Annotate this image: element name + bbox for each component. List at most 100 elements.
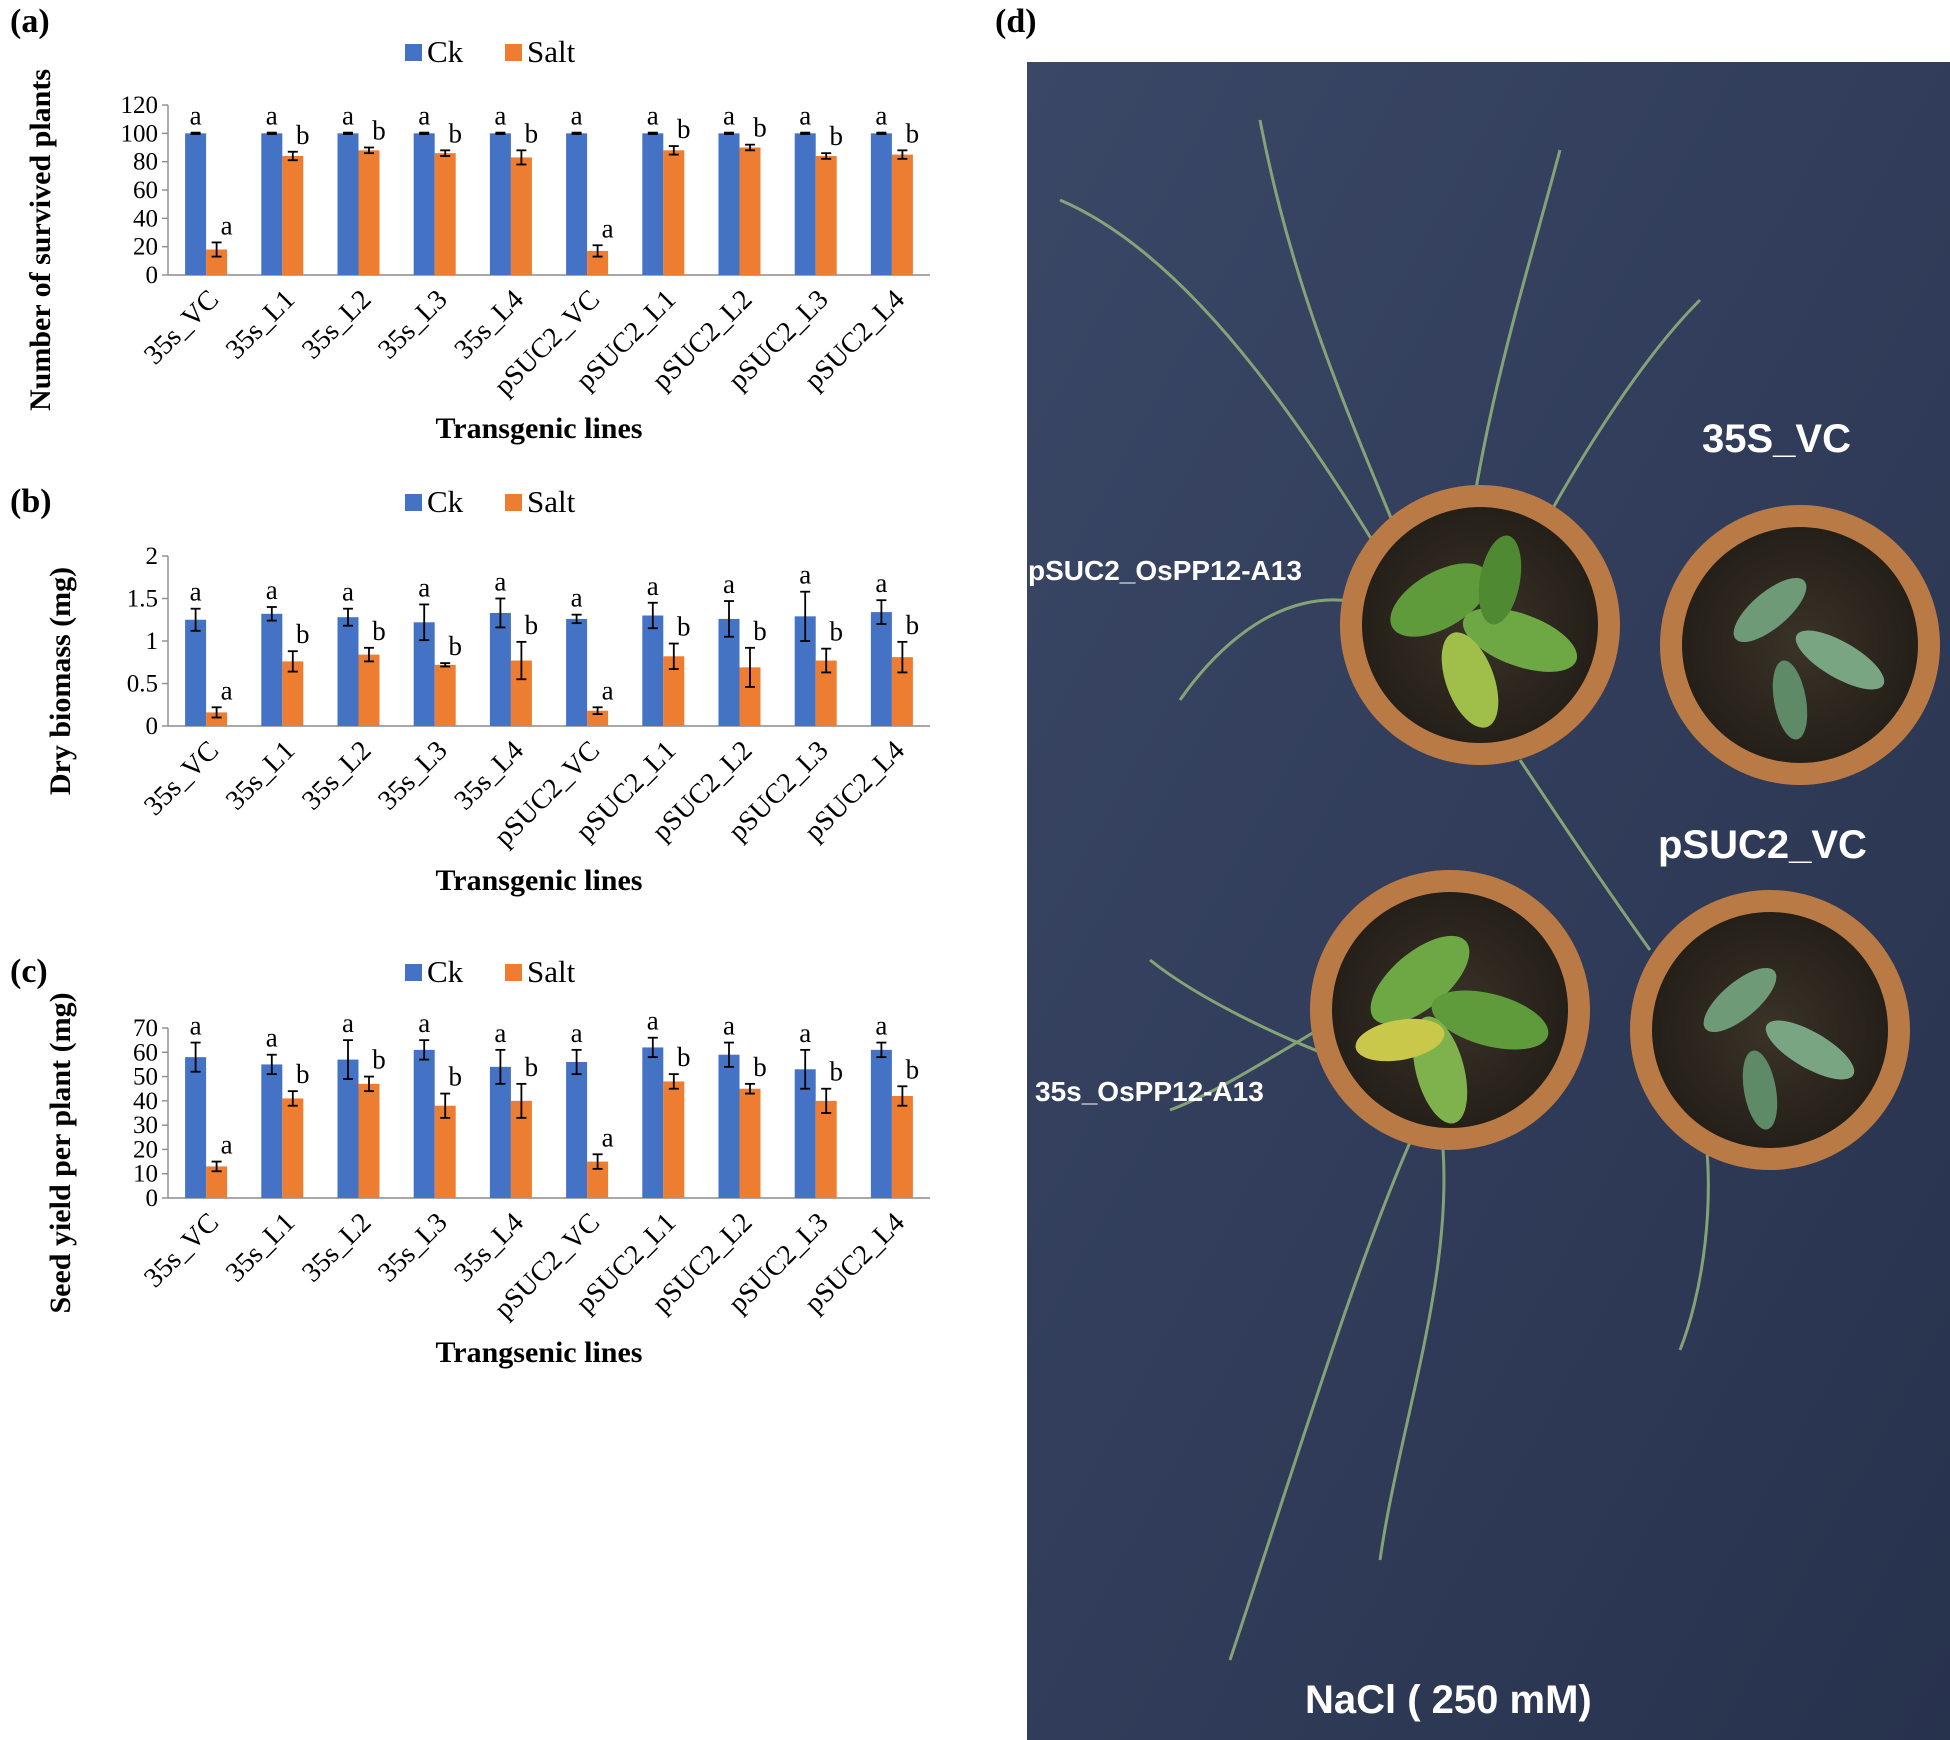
significance-letter: b <box>448 118 462 148</box>
y-tick-label: 120 <box>121 92 159 119</box>
bar-salt-35s-l3 <box>434 1105 456 1198</box>
significance-letter: a <box>266 101 278 131</box>
x-tick-label: 35s_VC <box>138 284 225 371</box>
y-tick-label: 0 <box>146 262 159 289</box>
significance-letter: b <box>372 616 386 646</box>
significance-letter: a <box>647 101 659 131</box>
y-axis-title: Seed yield per plant (mg) <box>44 992 77 1313</box>
bar-salt-psuc2-vc <box>587 710 609 726</box>
bar-salt-psuc2-l1 <box>663 1081 685 1198</box>
significance-letter: a <box>342 1008 354 1038</box>
x-tick-label: 35s_L1 <box>220 1207 301 1288</box>
label-35s-OsPP12-A13: 35s_OsPP12-A13 <box>1035 1076 1264 1107</box>
x-tick-label: 35s_L3 <box>372 1207 453 1288</box>
label-pSUC2-VC: pSUC2_VC <box>1658 823 1867 867</box>
x-axis-title: Transgenic lines <box>436 864 643 897</box>
bar-ck-psuc2-l1 <box>642 1047 664 1198</box>
y-tick-label: 2 <box>146 543 159 570</box>
legend-swatch-ck <box>405 44 422 61</box>
bar-ck-psuc2-l4 <box>870 133 892 275</box>
significance-letter: b <box>906 610 920 640</box>
legend-swatch-salt <box>505 494 522 511</box>
significance-letter: b <box>448 1062 462 1092</box>
x-axis-title: Transgenic lines <box>436 412 643 445</box>
bar-ck-psuc2-l2 <box>718 1054 740 1198</box>
significance-letter: a <box>602 213 614 243</box>
significance-letter: a <box>221 675 233 705</box>
y-tick-label: 30 <box>133 1112 158 1139</box>
significance-letter: a <box>571 101 583 131</box>
significance-letter: b <box>296 619 310 649</box>
significance-letter: a <box>221 1130 233 1160</box>
x-tick-label: 35s_VC <box>138 1207 225 1294</box>
x-tick-label: 35s_L2 <box>296 284 377 365</box>
legend-swatch-ck <box>405 964 422 981</box>
bar-ck-psuc2-l3 <box>794 1069 816 1198</box>
panel-label: (a) <box>10 3 50 40</box>
bar-ck-35s-l2 <box>337 617 359 726</box>
significance-letter: b <box>677 1042 691 1072</box>
significance-letter: a <box>266 575 278 605</box>
bar-salt-psuc2-l4 <box>891 1096 913 1198</box>
bar-ck-psuc2-l1 <box>642 133 664 275</box>
bar-salt-35s-l2 <box>358 654 380 726</box>
y-tick-label: 0 <box>146 1185 159 1212</box>
label-pSUC2-OsPP12-A13: pSUC2_OsPP12-A13 <box>1028 555 1302 586</box>
x-tick-label: 35s_L3 <box>372 735 453 816</box>
x-axis-title: Trangsenic lines <box>436 1336 643 1369</box>
pot-top-right <box>1660 505 1940 785</box>
y-tick-label: 20 <box>133 234 158 261</box>
significance-letter: a <box>418 1008 430 1038</box>
bar-ck-psuc2-l4 <box>870 612 892 726</box>
bar-salt-35s-l4 <box>510 1100 532 1198</box>
bar-salt-psuc2-vc <box>587 250 609 275</box>
photo-panel: (d) <box>995 3 1950 1740</box>
significance-letter: b <box>372 116 386 146</box>
significance-letter: a <box>723 1011 735 1041</box>
bar-salt-psuc2-l3 <box>815 156 837 275</box>
y-tick-label: 50 <box>133 1064 158 1091</box>
legend-label-salt: Salt <box>527 954 576 989</box>
significance-letter: a <box>723 101 735 131</box>
significance-letter: b <box>753 616 767 646</box>
bar-ck-35s-vc <box>185 619 207 726</box>
significance-letter: b <box>829 617 843 647</box>
bar-ck-psuc2-vc <box>566 1062 588 1198</box>
significance-letter: a <box>571 583 583 613</box>
significance-letter: a <box>418 101 430 131</box>
y-tick-label: 60 <box>133 177 158 204</box>
significance-letter: a <box>647 1006 659 1036</box>
significance-letter: a <box>190 101 202 131</box>
bar-salt-psuc2-vc <box>587 1161 609 1198</box>
y-tick-label: 20 <box>133 1136 158 1163</box>
bar-ck-psuc2-l3 <box>794 133 816 275</box>
significance-letter: a <box>342 577 354 607</box>
bar-salt-psuc2-l3 <box>815 660 837 726</box>
bar-ck-35s-l1 <box>261 613 283 726</box>
bar-salt-psuc2-l4 <box>891 657 913 726</box>
significance-letter: a <box>647 571 659 601</box>
x-tick-label: 35s_VC <box>138 735 225 822</box>
bar-ck-35s-l4 <box>489 612 511 726</box>
bar-ck-psuc2-vc <box>566 618 588 726</box>
y-tick-label: 70 <box>133 1015 158 1042</box>
significance-letter: a <box>602 675 614 705</box>
significance-letter: b <box>296 120 310 150</box>
x-tick-label: 35s_L1 <box>220 735 301 816</box>
y-axis-title: Number of survived plants <box>24 69 57 411</box>
legend-label-ck: Ck <box>427 34 464 69</box>
legend-label-salt: Salt <box>527 34 576 69</box>
bar-salt-35s-l4 <box>510 660 532 726</box>
significance-letter: a <box>221 210 233 240</box>
significance-letter: a <box>799 560 811 590</box>
significance-letter: b <box>677 114 691 144</box>
bar-ck-35s-l3 <box>413 133 435 275</box>
significance-letter: a <box>266 1023 278 1053</box>
bar-ck-35s-l1 <box>261 133 283 275</box>
significance-letter: b <box>525 118 539 148</box>
bar-salt-psuc2-l2 <box>739 147 761 275</box>
significance-letter: b <box>372 1045 386 1075</box>
chart-dry-biomass: (b) Ck Salt00.511.52aa35s_VCab35s_L1ab35s_… <box>10 483 930 897</box>
y-tick-label: 0 <box>146 713 159 740</box>
significance-letter: a <box>494 567 506 597</box>
